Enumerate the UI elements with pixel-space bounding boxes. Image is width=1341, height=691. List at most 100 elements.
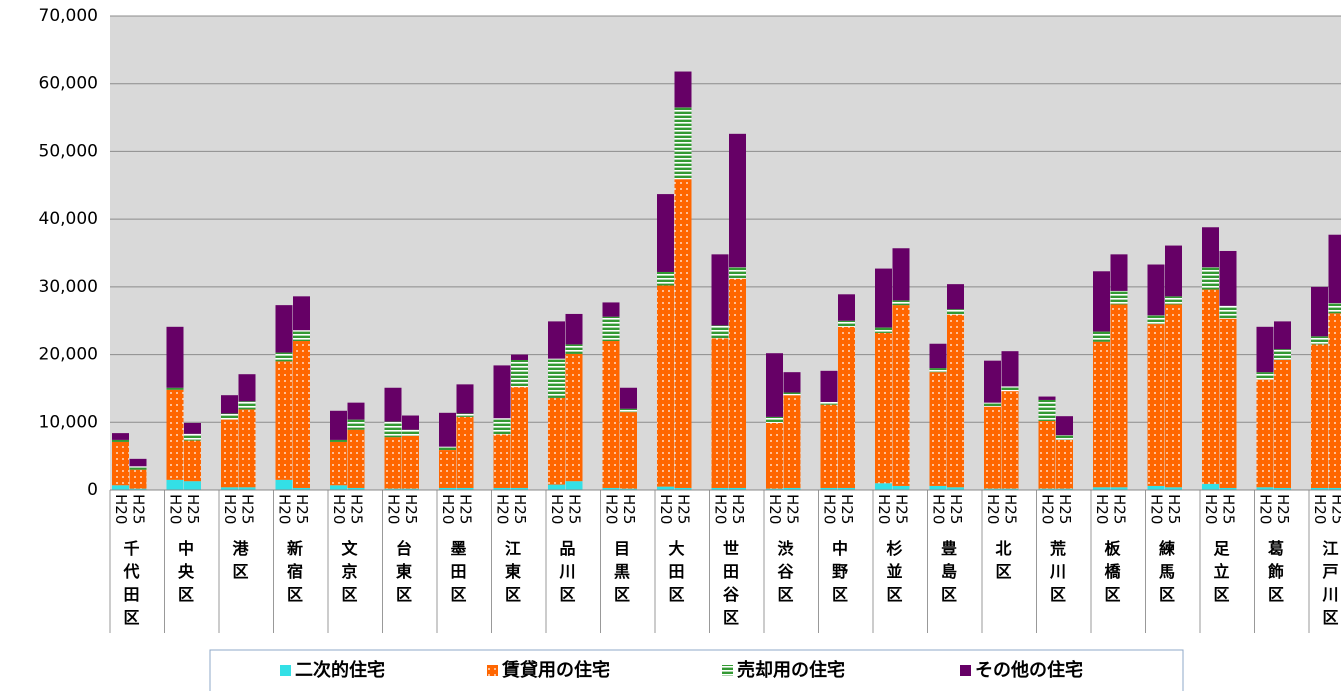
bar-segment xyxy=(984,406,1001,489)
x-subcategory-label: H20 xyxy=(330,494,348,524)
bar-segment xyxy=(166,326,184,388)
bar-segment xyxy=(602,316,620,342)
bar-segment xyxy=(602,302,620,317)
x-subcategory-label: H25 xyxy=(566,494,584,524)
bar-segment xyxy=(129,458,147,467)
bar-segment xyxy=(293,487,310,490)
bar-segment xyxy=(402,429,419,436)
bar-segment xyxy=(129,488,147,490)
bar-segment xyxy=(511,354,528,360)
x-subcategory-label: H20 xyxy=(712,494,730,524)
x-category-label: 荒川区 xyxy=(1047,540,1067,609)
bar-segment xyxy=(1219,305,1237,319)
bar-segment xyxy=(548,358,565,398)
bar-segment xyxy=(984,402,1001,407)
y-tick-label: 50,000 xyxy=(39,141,98,161)
bar-segment xyxy=(674,487,692,490)
bar-segment xyxy=(238,401,256,410)
bar-segment xyxy=(947,284,964,310)
legend xyxy=(209,649,1184,691)
bar-segment xyxy=(729,133,746,268)
bar-segment xyxy=(1202,267,1219,290)
bar-segment xyxy=(1038,420,1056,489)
x-subcategory-label: H20 xyxy=(494,494,512,524)
bar-segment xyxy=(384,387,402,422)
bar-segment xyxy=(112,433,129,440)
bar-segment xyxy=(129,469,147,489)
x-subcategory-label: H20 xyxy=(1148,494,1166,524)
x-subcategory-label: H25 xyxy=(784,494,802,524)
bar-segment xyxy=(766,416,783,423)
bar-segment xyxy=(711,487,729,490)
x-category-label: 葛飾区 xyxy=(1265,539,1284,609)
bar-segment xyxy=(347,402,365,420)
bar-segment xyxy=(1274,321,1291,350)
bar-segment xyxy=(620,408,637,413)
bar-segment xyxy=(1001,386,1019,392)
bar-segment xyxy=(1147,264,1165,316)
bar-segment xyxy=(112,485,129,490)
x-category-label: 北区 xyxy=(993,540,1012,586)
bar-segment xyxy=(330,485,347,490)
bar-segment xyxy=(1256,326,1274,373)
x-subcategory-label: H25 xyxy=(1165,494,1183,524)
x-subcategory-label: H20 xyxy=(875,494,893,524)
bar-segment xyxy=(1038,396,1056,400)
bar-segment xyxy=(439,446,456,451)
bar-segment xyxy=(1038,399,1056,421)
bar-segment xyxy=(602,487,620,490)
bar-segment xyxy=(1256,379,1274,488)
bar-segment xyxy=(657,271,674,286)
x-category-label: 千代田区 xyxy=(121,540,141,632)
y-tick-label: 20,000 xyxy=(39,345,98,365)
x-subcategory-label: H25 xyxy=(893,494,911,524)
bar-segment xyxy=(783,487,801,490)
bar-segment xyxy=(565,353,583,482)
bar-segment xyxy=(1219,318,1237,488)
x-category-label: 品川区 xyxy=(557,540,577,609)
bar-segment xyxy=(1165,245,1182,297)
bar-segment xyxy=(238,409,256,488)
x-category-label: 大田区 xyxy=(666,539,685,609)
bar-segment xyxy=(620,488,637,490)
bar-segment xyxy=(184,440,201,482)
x-category-label: 杉並区 xyxy=(884,539,903,609)
bar-segment xyxy=(1056,435,1073,440)
legend-label: 売却用の住宅 xyxy=(737,659,845,681)
x-subcategory-label: H20 xyxy=(821,494,839,524)
legend-swatch xyxy=(960,665,971,676)
bar-segment xyxy=(1202,289,1219,484)
bar-segment xyxy=(1202,227,1219,268)
x-subcategory-label: H25 xyxy=(457,494,475,524)
bar-segment xyxy=(1328,303,1341,314)
bar-segment xyxy=(674,179,692,488)
bar-segment xyxy=(947,314,964,488)
x-subcategory-label: H20 xyxy=(1093,494,1111,524)
bar-segment xyxy=(838,320,855,327)
bar-segment xyxy=(548,484,565,490)
x-category-label: 中野区 xyxy=(829,539,848,609)
x-category-label: 中央区 xyxy=(175,539,194,609)
bar-segment xyxy=(929,485,947,490)
bar-segment xyxy=(293,296,310,331)
bar-segment xyxy=(674,71,692,108)
x-subcategory-label: H20 xyxy=(1202,494,1220,524)
x-subcategory-label: H20 xyxy=(766,494,784,524)
bar-segment xyxy=(511,387,528,488)
bar-segment xyxy=(1202,483,1219,490)
bar-segment xyxy=(657,486,674,490)
bar-segment xyxy=(711,325,729,339)
bar-segment xyxy=(511,359,528,388)
x-subcategory-label: H25 xyxy=(620,494,638,524)
bar-segment xyxy=(1256,487,1274,490)
x-subcategory-label: H20 xyxy=(1039,494,1057,524)
bar-segment xyxy=(384,421,402,438)
bar-segment xyxy=(166,389,184,480)
x-subcategory-label: H25 xyxy=(402,494,420,524)
bar-segment xyxy=(783,392,801,396)
legend-label: 二次的住宅 xyxy=(295,659,385,681)
x-category-label: 世田谷区 xyxy=(720,540,739,632)
bar-segment xyxy=(1311,487,1328,490)
bar-segment xyxy=(875,268,892,328)
